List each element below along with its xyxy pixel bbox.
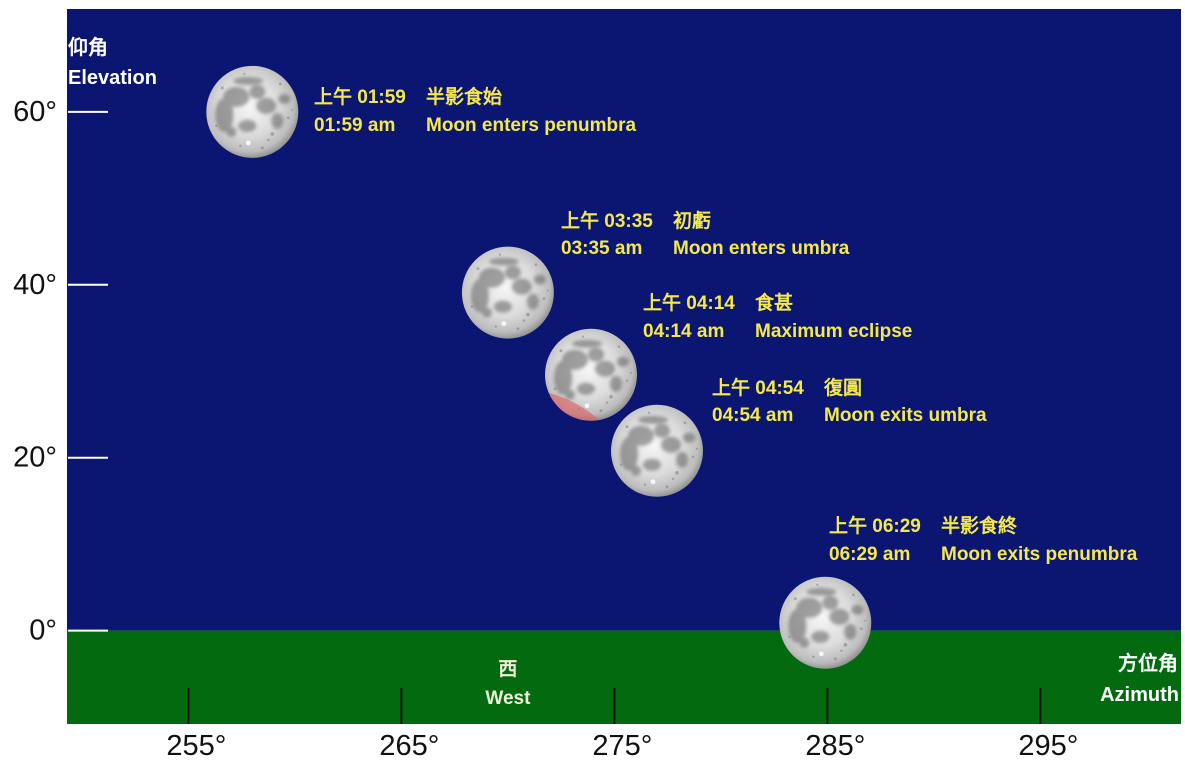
x-tick-label: 275° (592, 730, 652, 762)
full-moon-image (206, 66, 298, 158)
event-name-zh: 復圓 (823, 376, 862, 399)
elevation-axis: 0° 20° 40° 60° (13, 96, 108, 647)
y-tick-label: 0° (29, 615, 57, 647)
x-tick-label: 295° (1018, 730, 1078, 762)
event-label-penumbra-end: 上午 06:29 半影食終 06:29 am Moon exits penumb… (829, 514, 1138, 565)
event-name-zh: 初虧 (673, 209, 711, 232)
event-time-zh: 上午 03:35 (561, 209, 653, 232)
full-moon-image (462, 247, 554, 339)
full-moon-image (779, 577, 871, 669)
event-time-en: 06:29 am (829, 544, 910, 565)
event-name-en: Moon enters penumbra (426, 115, 637, 136)
x-axis-title-zh: 方位角 (1118, 651, 1178, 675)
event-time-zh: 上午 01:59 (314, 85, 406, 108)
event-label-maximum-eclipse: 上午 04:14 食甚 04:14 am Maximum eclipse (643, 291, 912, 342)
event-time-en: 04:14 am (643, 321, 724, 342)
moon-marker (206, 66, 298, 158)
moon-marker (462, 247, 554, 339)
event-name-en: Moon exits umbra (824, 405, 987, 426)
x-tick-label: 265° (379, 730, 439, 762)
y-tick-label: 20° (13, 442, 57, 474)
event-name-en: Moon exits penumbra (941, 544, 1138, 565)
event-time-en: 01:59 am (314, 115, 395, 136)
x-axis-title-en: Azimuth (1100, 684, 1179, 706)
event-label-umbra-end: 上午 04:54 復圓 04:54 am Moon exits umbra (712, 376, 987, 426)
west-direction-label-zh: 西 (498, 659, 517, 680)
y-axis-title-en: Elevation (68, 67, 157, 89)
event-time-zh: 上午 04:54 (712, 376, 804, 399)
x-tick-label: 285° (805, 730, 865, 762)
event-name-en: Maximum eclipse (755, 321, 912, 342)
west-direction-label-en: West (485, 688, 531, 709)
y-tick-label: 60° (13, 96, 57, 128)
event-name-en: Moon enters umbra (673, 238, 850, 259)
ground-below-horizon (67, 630, 1181, 724)
event-time-zh: 上午 04:14 (643, 291, 735, 314)
full-moon-image (611, 405, 703, 497)
azimuth-axis: 255° 265° 275° 285° 295° (166, 688, 1078, 762)
event-name-zh: 半影食始 (426, 85, 502, 108)
y-tick-label: 40° (13, 269, 57, 301)
event-label-umbra-start: 上午 03:35 初虧 03:35 am Moon enters umbra (561, 209, 850, 259)
event-time-zh: 上午 06:29 (829, 514, 921, 537)
x-tick-label: 255° (166, 730, 226, 762)
moon-marker (779, 577, 871, 669)
event-name-zh: 食甚 (755, 291, 793, 314)
event-time-en: 03:35 am (561, 238, 642, 259)
event-label-penumbra-start: 上午 01:59 半影食始 01:59 am Moon enters penum… (314, 85, 637, 136)
event-name-zh: 半影食終 (941, 514, 1018, 537)
event-labels: 上午 01:59 半影食始 01:59 am Moon enters penum… (314, 85, 1138, 565)
event-time-en: 04:54 am (712, 405, 793, 426)
moon-marker (611, 405, 703, 497)
y-axis-title-zh: 仰角 (68, 35, 108, 59)
